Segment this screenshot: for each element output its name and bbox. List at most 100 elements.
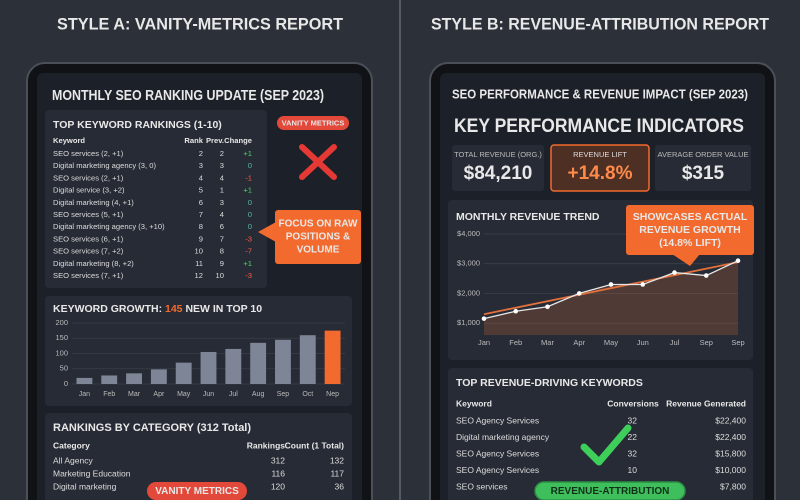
table-cell: 10	[628, 465, 638, 475]
x-tick-label: Oct	[302, 391, 313, 398]
area	[484, 260, 738, 335]
point	[576, 291, 582, 296]
table-cell: Digital marketing agency (3, 0)	[53, 161, 156, 170]
table-cell: 32	[628, 415, 638, 425]
bar	[76, 377, 93, 384]
y-tick-label: 50	[60, 364, 68, 373]
panel	[45, 413, 352, 500]
point	[513, 308, 519, 314]
table-header: Category	[53, 440, 90, 450]
x-tick-label: Nep	[326, 391, 339, 398]
callout-text: FOCUS ON RAW	[279, 219, 358, 230]
x-tick-label: Jul	[229, 391, 238, 398]
table-cell: 4	[199, 173, 203, 182]
table-header: Rank	[184, 136, 203, 145]
x-tick-label: Jul	[670, 338, 680, 347]
kpi-card	[452, 145, 544, 191]
table-header: Prev.	[206, 136, 224, 145]
table-cell: $15,800	[715, 448, 746, 458]
x-tick-label: Mar	[541, 338, 554, 347]
badge-text: VANITY METRICS	[155, 486, 239, 497]
y-tick-label: $2,000	[457, 288, 480, 297]
table-cell: Digital marketing (4, +1)	[53, 198, 134, 207]
table-cell: 10	[195, 247, 203, 256]
x-tick-label: Sep	[277, 391, 290, 398]
table-cell: 6	[220, 222, 224, 231]
kpi-card	[550, 144, 650, 192]
table-header: Conversions	[607, 398, 659, 408]
x-tick-label: Apr	[573, 338, 585, 347]
kpi-card	[655, 145, 751, 191]
report-title: SEO PERFORMANCE & REVENUE IMPACT (SEP 20…	[452, 87, 748, 101]
table-cell: 0	[248, 198, 252, 207]
point	[545, 304, 550, 310]
cross-icon	[299, 144, 337, 180]
chart-title: MONTHLY REVENUE TREND	[456, 211, 600, 223]
table-cell: 36	[335, 481, 345, 491]
bar	[225, 348, 242, 384]
table-cell: Digital marketing	[53, 481, 117, 491]
table-cell: 7	[220, 234, 224, 243]
x-tick-label: Feb	[509, 338, 522, 347]
table-header: Keyword	[456, 398, 492, 408]
table-cell: SEO services (2, +1)	[53, 173, 124, 182]
badge	[277, 116, 349, 130]
bar	[126, 373, 142, 384]
callout-pointer	[672, 254, 700, 266]
kpi-label: REVENUE LIFT	[573, 150, 627, 159]
table-cell: 117	[330, 468, 344, 478]
callout-text: POSITIONS &	[286, 232, 350, 243]
x-tick-label: May	[604, 338, 618, 347]
table-cell: -7	[245, 247, 252, 256]
table-cell: 3	[199, 161, 203, 170]
bar	[299, 335, 316, 384]
table-cell: -3	[245, 234, 252, 243]
table-cell: 12	[195, 271, 203, 280]
table-cell: +1	[243, 186, 252, 195]
point	[481, 316, 487, 321]
table-cell: Digital service (3, +2)	[53, 186, 125, 195]
x-tick-label: Aug	[252, 391, 265, 398]
table-cell: +1	[243, 149, 252, 158]
x-tick-label: Sep	[731, 338, 744, 347]
table-cell: $10,000	[715, 465, 746, 475]
bar	[324, 330, 341, 384]
table-cell: 1	[220, 186, 224, 195]
callout	[626, 205, 754, 255]
table-cell: 2	[199, 149, 203, 158]
table-cell: 9	[199, 234, 203, 243]
heading: STYLE B: REVENUE-ATTRIBUTION REPORT	[431, 14, 770, 33]
table-cell: SEO services (5, +1)	[53, 210, 124, 219]
table-header: Count (1 Total)	[285, 440, 344, 450]
kpi-title: KEY PERFORMANCE INDICATORS	[454, 116, 744, 137]
table-cell: +1	[243, 259, 252, 268]
table-header: Revenue Generated	[666, 398, 746, 408]
table-cell: 2	[220, 149, 224, 158]
bar	[200, 351, 217, 384]
point	[735, 258, 741, 263]
badge	[534, 481, 686, 500]
table-cell: SEO services	[456, 481, 508, 491]
table-cell: 120	[271, 481, 285, 491]
table-cell: $22,400	[715, 432, 746, 442]
table-cell: Digital marketing agency	[456, 432, 550, 442]
table-cell: 3	[220, 161, 224, 170]
x-tick-label: Jan	[79, 391, 90, 398]
table-cell: 7	[199, 210, 203, 219]
x-tick-label: Feb	[103, 391, 115, 398]
x-tick-label: Mar	[128, 391, 141, 398]
table-cell: 8	[220, 247, 224, 256]
kpi-value: $315	[682, 163, 725, 184]
table-cell: 5	[199, 186, 203, 195]
kpi-value: $84,210	[464, 163, 533, 184]
table-cell: Marketing Education	[53, 468, 131, 478]
table-cell: 32	[628, 448, 638, 458]
table-cell: All Agency	[53, 455, 93, 465]
table-cell: -1	[245, 173, 252, 182]
table-cell: 4	[220, 210, 224, 219]
y-tick-label: 200	[55, 318, 68, 327]
y-tick-label: 150	[55, 333, 68, 342]
y-tick-label: $3,000	[457, 259, 480, 268]
panel-title: RANKINGS BY CATEGORY (312 Total)	[53, 422, 251, 434]
